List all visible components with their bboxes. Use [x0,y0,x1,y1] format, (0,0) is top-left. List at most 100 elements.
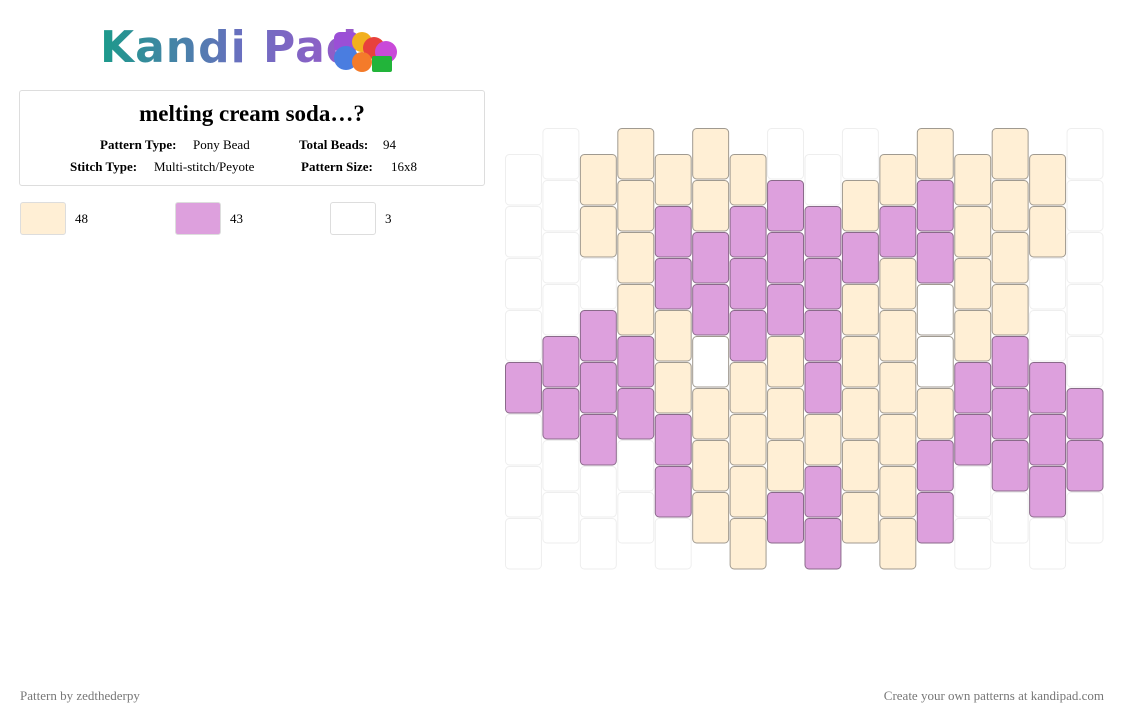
bead [841,336,879,388]
bead [991,284,1029,336]
bead [841,492,879,544]
empty-slot [767,128,804,180]
bead [692,232,730,284]
bead [804,310,842,362]
bead [916,388,954,440]
bead [654,310,692,362]
bead [579,414,617,466]
empty-slot [579,518,617,570]
info-value: Multi-stitch/Peyote [154,159,255,174]
empty-slot [505,258,542,310]
empty-slot [1066,336,1104,388]
bead-grid [505,128,1104,570]
empty-slot [505,310,542,362]
bead [804,206,842,258]
bead [879,362,917,414]
empty-slot [542,440,580,492]
bead [505,362,542,414]
bead [879,310,917,362]
bead [991,440,1029,492]
bead [654,258,692,310]
bead [916,492,954,544]
empty-slot [505,206,542,258]
empty-slot [505,154,542,206]
empty-slot [542,128,580,180]
bead [654,206,692,258]
empty-slot [617,440,655,492]
empty-slot [542,492,580,544]
bead [767,492,804,544]
info-label: Stitch Type: [70,159,138,174]
empty-slot [579,466,617,518]
empty-slot [505,466,542,518]
bead [879,206,917,258]
bead [1066,388,1104,440]
footer-link[interactable]: Create your own patterns at kandipad.com [883,688,1104,703]
empty-slot [1066,284,1104,336]
bead [916,128,954,180]
bead [954,310,992,362]
bead [692,492,730,544]
bead [729,362,767,414]
bead [692,128,730,180]
bead [617,180,655,232]
bead [1029,414,1067,466]
bead [654,154,692,206]
bead [879,518,917,570]
bead [991,336,1029,388]
bead [767,388,804,440]
bead [729,154,767,206]
bead [692,440,730,492]
bead [879,466,917,518]
empty-slot [1066,180,1104,232]
bead [1029,466,1067,518]
bead [729,206,767,258]
logo[interactable]: Kandi Pad [100,22,359,73]
info-label: Total Beads: [299,137,369,152]
bead [991,180,1029,232]
bead [692,336,730,388]
bead [579,310,617,362]
bead [916,336,954,388]
bead [767,440,804,492]
empty-slot [1066,128,1104,180]
info-value: Pony Bead [193,137,250,152]
bead [879,414,917,466]
bead [617,336,655,388]
bead [991,128,1029,180]
bead [879,258,917,310]
empty-slot [579,258,617,310]
bead [804,414,842,466]
bead [767,336,804,388]
bead [916,232,954,284]
bead [767,284,804,336]
color-count: 3 [385,211,392,226]
bead [916,284,954,336]
empty-slot [505,518,542,570]
info-label: Pattern Type: [100,137,177,152]
footer-credit: Pattern by zedthederpy [20,688,140,703]
bead [542,388,580,440]
bead [617,388,655,440]
bead [954,414,992,466]
empty-slot [1029,310,1067,362]
color-count: 43 [230,211,243,226]
bead [954,154,992,206]
bead [1029,154,1067,206]
bead [916,440,954,492]
empty-slot [542,180,580,232]
empty-slot [954,518,992,570]
empty-slot [804,154,842,206]
bead [617,232,655,284]
bead [729,414,767,466]
bead [879,154,917,206]
empty-slot [991,492,1029,544]
bead [692,180,730,232]
empty-slot [841,128,879,180]
bead [804,518,842,570]
bead [654,362,692,414]
bead [954,258,992,310]
empty-slot [1029,258,1067,310]
bead [617,128,655,180]
